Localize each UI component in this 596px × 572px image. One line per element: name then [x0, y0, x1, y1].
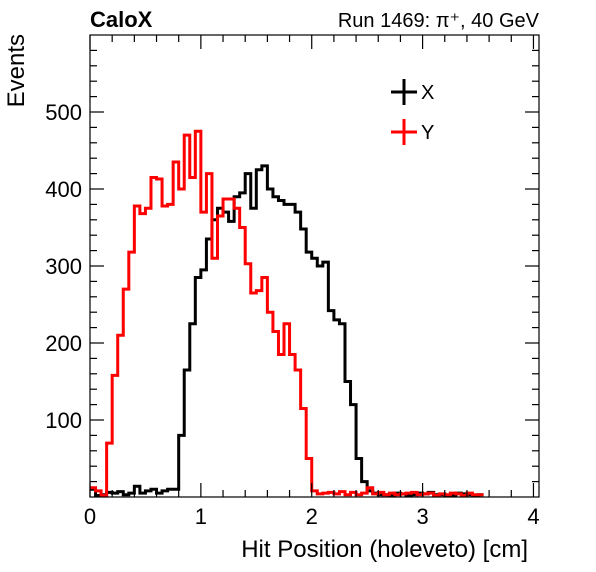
tick-labels: 0 1 2 3 4 100 200 300 400 500 [45, 100, 539, 529]
y-tick-label: 200 [45, 331, 82, 356]
chart-title-left: CaloX [90, 7, 153, 32]
ticks-layer [89, 35, 539, 497]
y-tick-label: 100 [45, 408, 82, 433]
plot-frame [89, 34, 540, 498]
x-axis-title: Hit Position (holeveto) [cm] [241, 536, 528, 563]
y-tick-label: 400 [45, 177, 82, 202]
x-tick-label: 4 [527, 504, 539, 529]
x-tick-label: 1 [195, 504, 207, 529]
legend: XY [391, 79, 434, 145]
y-tick-label: 500 [45, 100, 82, 125]
legend-entry-y: Y [391, 119, 434, 145]
x-tick-label: 2 [306, 504, 318, 529]
x-tick-label: 3 [416, 504, 428, 529]
legend-label: Y [421, 122, 434, 144]
series-y-line [90, 129, 484, 497]
legend-label: X [421, 82, 434, 104]
chart-title-right: Run 1469: π⁺, 40 GeV [338, 10, 540, 32]
series-x-line [90, 164, 484, 497]
x-tick-label: 0 [84, 504, 96, 529]
y-axis-title: Events [3, 34, 30, 107]
series-layer [90, 129, 484, 497]
legend-entry-x: X [391, 79, 434, 105]
y-tick-label: 300 [45, 254, 82, 279]
